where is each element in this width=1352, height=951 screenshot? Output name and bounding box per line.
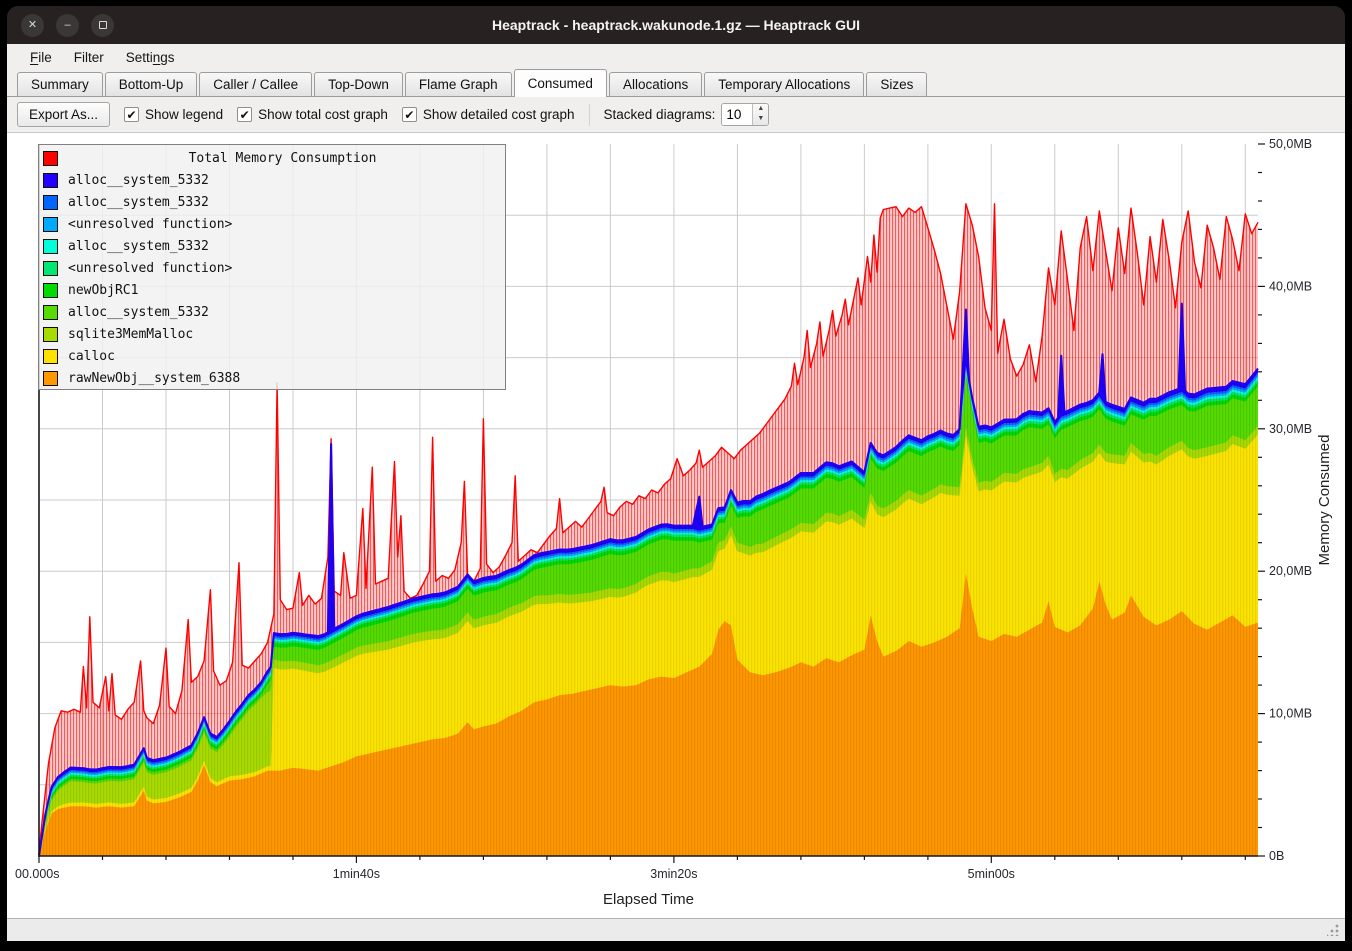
spin-down-icon[interactable]: ▼	[757, 115, 765, 123]
legend-swatch	[43, 172, 58, 188]
checkbox-show-legend[interactable]: ✔ Show legend	[124, 107, 223, 122]
check-icon: ✔	[126, 107, 137, 122]
legend-item: newObjRC1	[39, 279, 505, 301]
legend-swatch	[43, 370, 58, 386]
legend-item: alloc__system_5332	[39, 301, 505, 323]
legend-item: alloc__system_5332	[39, 169, 505, 191]
checkbox-box[interactable]: ✔	[237, 107, 253, 122]
svg-text:3min20s: 3min20s	[650, 867, 697, 881]
check-icon: ✔	[404, 107, 415, 122]
legend-swatch	[43, 304, 58, 320]
tab-caller-callee[interactable]: Caller / Callee	[199, 72, 313, 97]
legend-item: calloc	[39, 345, 505, 367]
svg-text:20,0MB: 20,0MB	[1269, 564, 1312, 578]
legend-swatch	[43, 216, 58, 232]
menu-bar: File Filter Settings	[7, 44, 1345, 70]
stacked-diagrams-label: Stacked diagrams:	[603, 107, 716, 122]
legend-item: alloc__system_5332	[39, 235, 505, 257]
menu-settings[interactable]: Settings	[125, 49, 175, 65]
legend-swatch	[43, 282, 58, 298]
legend-title-row: Total Memory Consumption	[39, 147, 505, 169]
tab-consumed[interactable]: Consumed	[513, 69, 607, 97]
svg-text:0B: 0B	[1269, 849, 1284, 863]
tab-top-down[interactable]: Top-Down	[314, 72, 403, 97]
tab-allocations[interactable]: Allocations	[608, 72, 703, 97]
maximize-button[interactable]	[91, 13, 114, 37]
svg-text:5min00s: 5min00s	[968, 867, 1015, 881]
legend-item: <unresolved function>	[39, 213, 505, 235]
legend-item: rawNewObj__system_6388	[39, 367, 505, 389]
tab-summary[interactable]: Summary	[17, 72, 103, 97]
title-bar[interactable]: ✕ – Heaptrack - heaptrack.wakunode.1.gz …	[7, 6, 1345, 44]
window-controls: ✕ –	[21, 13, 114, 37]
svg-text:Elapsed Time: Elapsed Time	[603, 891, 694, 908]
minimize-button[interactable]: –	[56, 13, 79, 37]
svg-text:Memory Consumed: Memory Consumed	[1316, 435, 1333, 566]
stacked-diagrams-spinbox[interactable]: ▲ ▼	[721, 103, 770, 126]
minimize-icon: –	[64, 18, 71, 31]
menu-filter[interactable]: Filter	[73, 49, 104, 65]
checkbox-box[interactable]: ✔	[401, 107, 417, 122]
chart-legend: Total Memory Consumption alloc__system_5…	[38, 144, 506, 390]
chart-canvas[interactable]: 00.000s 1min40s 3min20s 5min00s 0B 10,0MB 20,0…	[7, 133, 1345, 919]
svg-text:50,0MB: 50,0MB	[1269, 137, 1312, 151]
svg-text:30,0MB: 30,0MB	[1269, 422, 1312, 436]
menu-file[interactable]: File	[30, 49, 52, 65]
svg-text:00.000s: 00.000s	[15, 867, 59, 881]
tab-temporary-allocations[interactable]: Temporary Allocations	[704, 72, 865, 97]
export-as-button[interactable]: Export As...	[17, 102, 111, 127]
checkbox-label: Show detailed cost graph	[422, 107, 575, 122]
legend-swatch	[43, 260, 58, 276]
tab-bottom-up[interactable]: Bottom-Up	[104, 72, 198, 97]
checkbox-show-detailed-cost-graph[interactable]: ✔ Show detailed cost graph	[401, 107, 575, 122]
legend-item: sqlite3MemMalloc	[39, 323, 505, 345]
resize-grip-icon[interactable]	[1327, 924, 1339, 936]
close-icon: ✕	[27, 18, 38, 31]
checkbox-show-total-cost-graph[interactable]: ✔ Show total cost graph	[237, 107, 388, 122]
stacked-diagrams-input[interactable]	[722, 104, 753, 125]
svg-text:10,0MB: 10,0MB	[1269, 707, 1312, 721]
maximize-icon	[98, 21, 107, 29]
window-title: Heaptrack - heaptrack.wakunode.1.gz — He…	[491, 17, 860, 33]
tab-bar: Summary Bottom-Up Caller / Callee Top-Do…	[7, 69, 1345, 97]
checkbox-label: Show total cost graph	[258, 107, 388, 122]
check-icon: ✔	[239, 107, 250, 122]
legend-item: <unresolved function>	[39, 257, 505, 279]
legend-item: alloc__system_5332	[39, 191, 505, 213]
legend-swatch	[43, 194, 58, 210]
checkbox-box[interactable]: ✔	[124, 107, 140, 122]
window-content: File Filter Settings Summary Bottom-Up C…	[7, 44, 1345, 941]
toolbar-separator	[588, 103, 590, 126]
tab-sizes[interactable]: Sizes	[866, 72, 928, 97]
legend-swatch	[43, 326, 58, 342]
svg-text:40,0MB: 40,0MB	[1269, 279, 1312, 293]
status-bar	[7, 918, 1345, 941]
legend-title: Total Memory Consumption	[188, 150, 377, 166]
tab-flame-graph[interactable]: Flame Graph	[404, 72, 512, 97]
legend-swatch	[43, 348, 58, 364]
checkbox-label: Show legend	[145, 107, 224, 122]
close-button[interactable]: ✕	[21, 13, 44, 37]
toolbar: Export As... ✔ Show legend ✔ Show total …	[7, 97, 1345, 132]
memory-consumption-chart[interactable]: 00.000s 1min40s 3min20s 5min00s 0B 10,0MB 20,0…	[7, 132, 1345, 918]
spin-up-icon[interactable]: ▲	[757, 105, 765, 112]
legend-swatch	[43, 238, 58, 254]
svg-text:1min40s: 1min40s	[333, 867, 380, 881]
legend-swatch-total	[43, 150, 58, 166]
